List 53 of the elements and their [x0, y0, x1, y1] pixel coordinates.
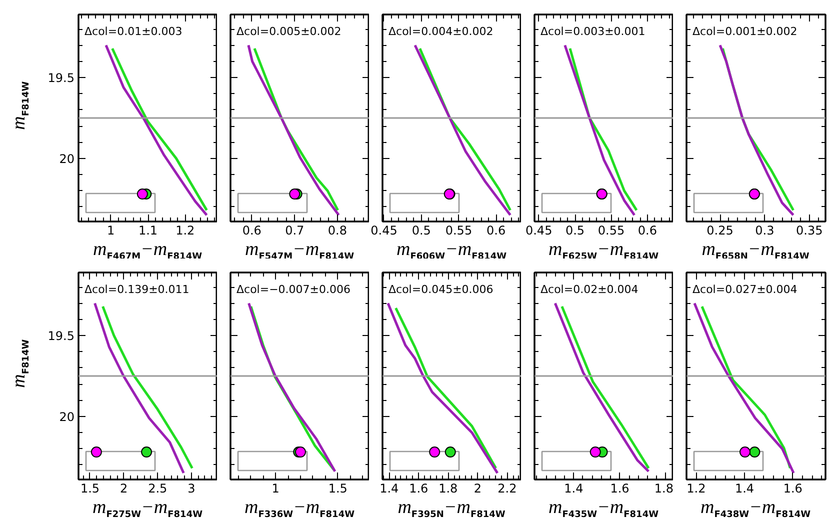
x-tick-label: 1.4: [380, 482, 399, 496]
annotation: Δcol=0.004±0.002: [388, 25, 494, 38]
x-tick-label: 1.8: [438, 482, 458, 496]
x-tick-label: 1.2: [176, 224, 195, 238]
annotation: Δcol=0.01±0.003: [84, 25, 182, 38]
x-tick-label: 0.7: [285, 224, 304, 238]
x-tick-label: 1.1: [138, 224, 158, 238]
x-tick-label: 1.4: [564, 482, 584, 496]
annotation: Δcol=0.001±0.002: [692, 25, 798, 38]
annotation: Δcol=0.02±0.004: [540, 283, 638, 296]
y-tick-label: 19.5: [48, 71, 74, 86]
x-tick-label: 2.5: [148, 482, 168, 496]
x-tick-label: 0.3: [755, 224, 774, 238]
x-axis-title: m$_{F275W}$−m$_{F814W}$: [92, 497, 203, 520]
x-axis-title: m$_{F435W}$−m$_{F814W}$: [548, 497, 659, 520]
x-tick-label: 1.6: [409, 482, 428, 496]
x-tick-label: 1: [272, 482, 280, 496]
annotation: Δcol=0.139±0.011: [84, 283, 190, 296]
x-tick-label: 1.4: [734, 482, 754, 496]
x-tick-label: 0.35: [796, 224, 823, 238]
x-tick-label: 2: [120, 482, 128, 496]
annotation: Δcol=0.045±0.006: [388, 283, 494, 296]
annotation: Δcol=0.005±0.002: [236, 25, 342, 38]
annotation: Δcol=0.003±0.001: [540, 25, 646, 38]
annotation: Δcol=−0.007±0.006: [236, 283, 350, 296]
x-axis-title: m$_{F395N}$−m$_{F814W}$: [398, 497, 506, 520]
x-tick-label: 1: [107, 224, 115, 238]
x-tick-label: 0.6: [242, 224, 262, 238]
x-tick-label: 0.8: [328, 224, 347, 238]
x-tick-label: 2: [474, 482, 482, 496]
x-tick-label: 0.5: [412, 224, 431, 238]
x-tick-label: 1.8: [654, 482, 674, 496]
annotation: Δcol=0.027±0.004: [692, 283, 798, 296]
x-tick-label: 3: [188, 482, 196, 496]
y-tick-label: 19.5: [48, 329, 74, 344]
x-tick-label: 2.2: [498, 482, 517, 496]
x-tick-label: 0.6: [486, 224, 506, 238]
x-tick-label: 1.2: [686, 482, 706, 496]
x-tick-label: 1.6: [783, 482, 802, 496]
x-tick-label: 0.45: [370, 224, 398, 238]
x-tick-label: 0.55: [445, 224, 472, 238]
x-axis-title: m$_{F438W}$−m$_{F814W}$: [700, 497, 811, 520]
y-tick-label: 20: [59, 152, 75, 166]
x-tick-label: 1.5: [328, 482, 348, 496]
x-tick-label: 1.6: [610, 482, 630, 496]
x-tick-label: 0.55: [598, 224, 625, 238]
x-tick-label: 0.25: [706, 224, 734, 238]
x-axis-title: m$_{F336W}$−m$_{F814W}$: [244, 497, 355, 520]
y-tick-label: 20: [59, 410, 75, 424]
x-tick-label: 0.45: [525, 224, 552, 238]
x-tick-label: 1.5: [80, 482, 100, 496]
x-tick-label: 0.5: [566, 224, 585, 238]
x-tick-label: 0.6: [638, 224, 657, 238]
